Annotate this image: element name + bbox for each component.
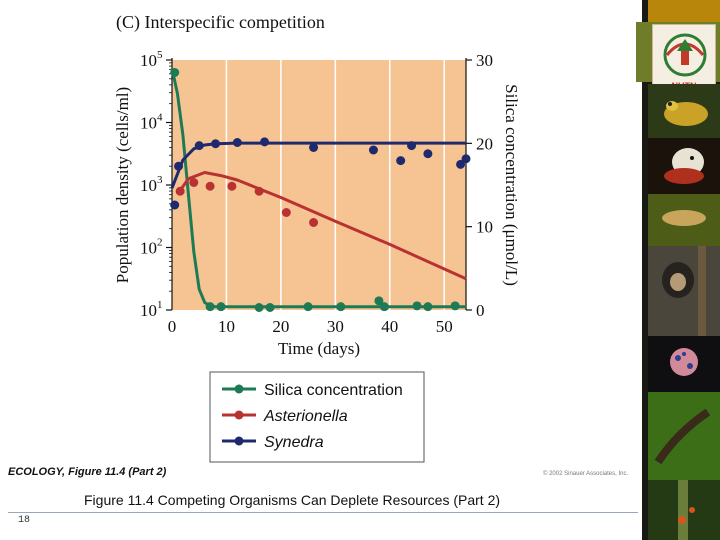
x-tick-label: 0 bbox=[168, 317, 177, 336]
synedra-point bbox=[368, 145, 378, 155]
y-tick-label: 105 bbox=[140, 49, 163, 70]
synedra-point bbox=[211, 139, 221, 149]
asterionella-point bbox=[254, 186, 264, 196]
lizard-photo bbox=[648, 138, 720, 194]
synedra-point bbox=[461, 154, 471, 164]
monkey-photo bbox=[648, 246, 720, 336]
synedra-point bbox=[396, 156, 406, 166]
octopus-photo bbox=[648, 336, 720, 392]
y-tick-label: 101 bbox=[140, 299, 163, 320]
silica-concentration-point bbox=[205, 302, 215, 312]
book-credit: ECOLOGY, Figure 11.4 (Part 2) bbox=[8, 466, 167, 478]
chart-title: (C) Interspecific competition bbox=[116, 12, 325, 33]
silica-concentration-point bbox=[336, 302, 346, 312]
y-tick-exponent: 5 bbox=[157, 49, 163, 61]
legend-marker bbox=[234, 436, 244, 446]
legend-marker bbox=[234, 384, 244, 394]
asterionella-curve bbox=[176, 171, 467, 281]
insect-icon bbox=[678, 480, 695, 540]
tree-frog-icon bbox=[648, 194, 720, 246]
synedra-point bbox=[309, 143, 319, 152]
figure-caption: Figure 11.4 Competing Organisms Can Depl… bbox=[84, 492, 501, 508]
synedra-curve bbox=[170, 141, 466, 189]
silica-concentration-point bbox=[170, 68, 180, 77]
frog-icon bbox=[664, 101, 708, 126]
silica-concentration-point bbox=[216, 302, 226, 312]
octopus-icon bbox=[670, 348, 698, 376]
logo-frame: NUTN bbox=[636, 22, 720, 100]
competition-chart: (C) Interspecific competition10510410310… bbox=[113, 12, 521, 463]
logo-banner bbox=[648, 0, 720, 22]
x-tick-label: 30 bbox=[327, 317, 344, 336]
y-tick-label: 104 bbox=[140, 112, 163, 133]
asterionella-point bbox=[175, 186, 185, 196]
asterionella-point bbox=[309, 218, 319, 227]
synedra-point bbox=[260, 137, 270, 147]
y-tick-exponent: 1 bbox=[157, 299, 163, 311]
y-tick-exponent: 4 bbox=[157, 112, 163, 124]
asterionella-point bbox=[281, 208, 291, 217]
salamander-icon bbox=[648, 392, 720, 480]
chart-container: (C) Interspecific competition 105 104 103 10… bbox=[100, 0, 640, 470]
synedra-point bbox=[407, 141, 417, 151]
y-axis-label: Population density (cells/ml) bbox=[113, 87, 132, 283]
y2-tick-label: 30 bbox=[476, 51, 493, 70]
frog-photo bbox=[648, 84, 720, 138]
x-tick-label: 20 bbox=[272, 317, 289, 336]
legend-label: Synedra bbox=[264, 434, 324, 451]
x-tick-label: 10 bbox=[218, 317, 235, 336]
silica-concentration-point bbox=[379, 302, 389, 312]
y-tick-exponent: 3 bbox=[157, 174, 163, 186]
asterionella-point bbox=[205, 181, 215, 191]
salamander-photo bbox=[648, 392, 720, 480]
y2-axis-label: Silica concentration (μmol/L) bbox=[502, 84, 521, 286]
lizard-icon bbox=[664, 148, 704, 184]
legend-label: Asterionella bbox=[263, 408, 348, 425]
page-number: 18 bbox=[18, 515, 31, 526]
y2-tick-label: 0 bbox=[476, 301, 485, 320]
asterionella-point bbox=[189, 178, 199, 187]
silica-concentration-point bbox=[412, 301, 422, 311]
synedra-point bbox=[174, 161, 184, 171]
legend-box bbox=[209, 371, 425, 463]
legend-label: Silica concentration bbox=[264, 382, 403, 399]
synedra-point bbox=[423, 149, 433, 159]
synedra-point bbox=[456, 159, 466, 169]
silica-concentration-point bbox=[423, 302, 433, 312]
plot-background bbox=[172, 60, 466, 310]
synedra-point bbox=[170, 200, 180, 210]
silica-concentration-point bbox=[254, 303, 264, 312]
y2-tick-label: 10 bbox=[476, 218, 493, 237]
logo-emblem-icon bbox=[663, 33, 707, 77]
legend-marker bbox=[234, 410, 244, 420]
tree-frog-photo bbox=[648, 194, 720, 246]
copyright-notice: © 2002 Sinauer Associates, Inc. bbox=[543, 471, 629, 477]
silica-concentration-point bbox=[450, 301, 460, 311]
silica-concentration-point bbox=[265, 303, 275, 312]
footer-divider bbox=[8, 512, 638, 513]
y-tick-exponent: 2 bbox=[157, 237, 163, 249]
y-tick-label: 102 bbox=[140, 237, 163, 258]
synedra-point bbox=[232, 138, 242, 147]
x-tick-label: 50 bbox=[436, 317, 453, 336]
x-tick-label: 40 bbox=[381, 317, 398, 336]
asterionella-point bbox=[227, 181, 237, 191]
y-tick-label: 103 bbox=[140, 174, 163, 195]
synedra-point bbox=[194, 141, 204, 151]
silica-concentration-point bbox=[303, 302, 313, 312]
insect-photo bbox=[648, 480, 720, 540]
monkey-icon bbox=[648, 246, 720, 336]
silica-concentration-point bbox=[374, 296, 384, 306]
x-axis-label: Time (days) bbox=[278, 339, 360, 358]
y2-tick-label: 20 bbox=[476, 134, 493, 153]
